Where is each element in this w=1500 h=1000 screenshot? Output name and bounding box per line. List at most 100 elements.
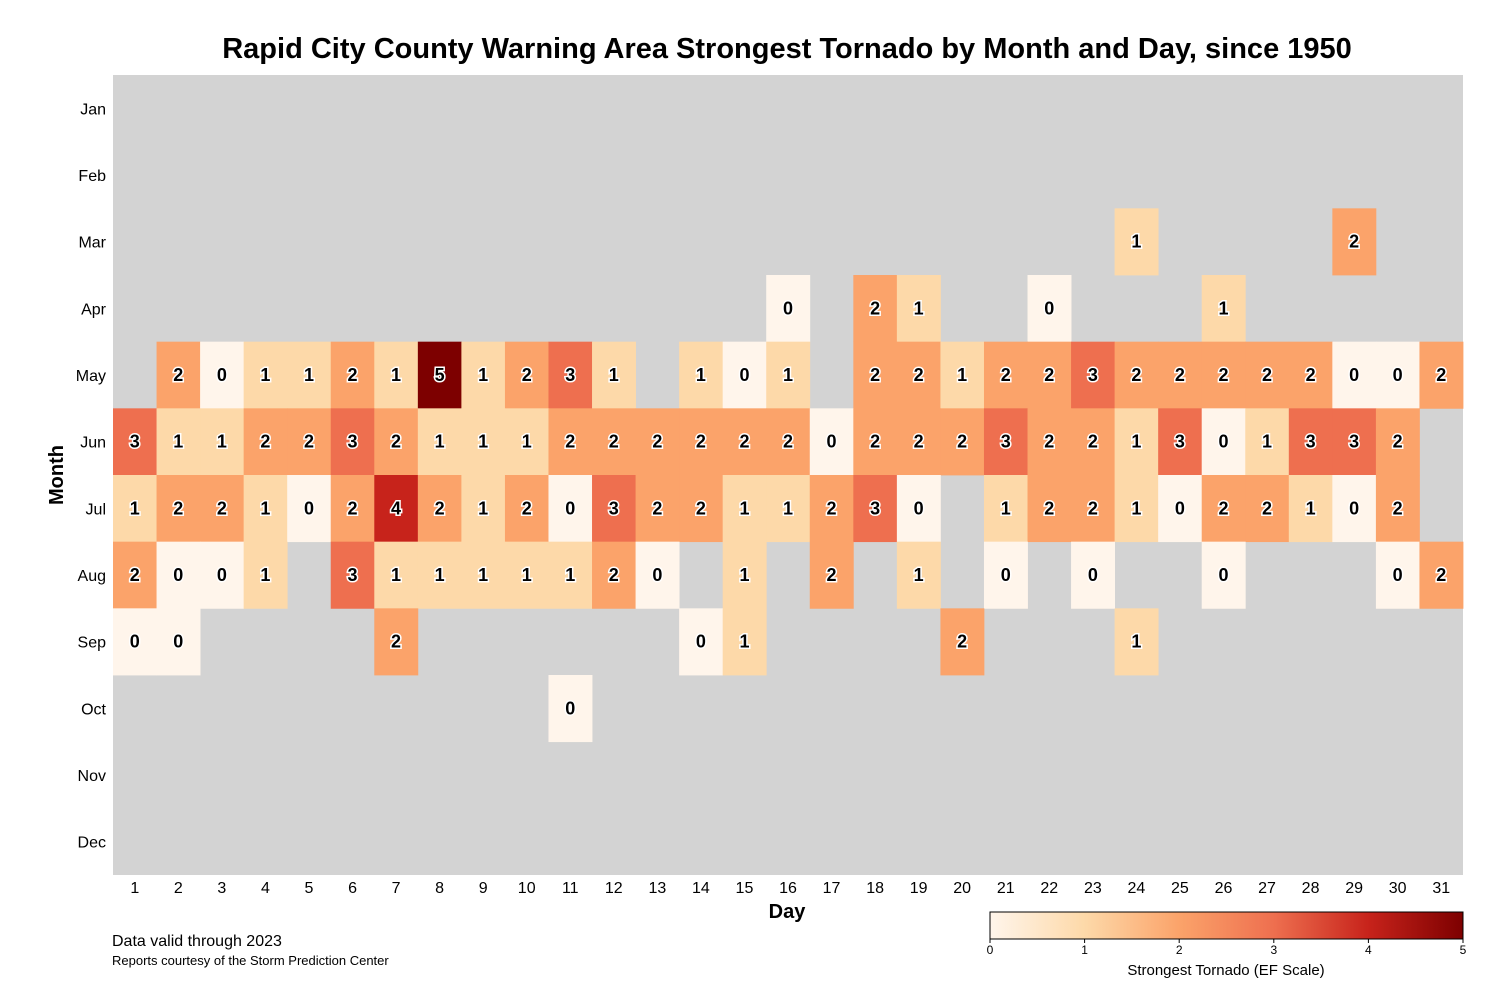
cell-value-label: 2 xyxy=(870,365,880,385)
heatmap-cell xyxy=(592,341,636,409)
cell-value-label: 1 xyxy=(783,365,793,385)
heatmap-cell xyxy=(722,608,767,676)
cell-value-label: 0 xyxy=(1218,432,1228,452)
heatmap-cell xyxy=(853,275,898,343)
cell-value-label: 1 xyxy=(478,365,488,385)
heatmap-cell xyxy=(1158,341,1203,409)
heatmap-cell xyxy=(461,408,506,476)
day-tick-label: 8 xyxy=(435,880,444,897)
month-tick-label: Jan xyxy=(80,101,106,118)
heatmap-cell xyxy=(417,341,462,409)
credit-note: Reports courtesy of the Storm Prediction… xyxy=(112,953,389,968)
cell-value-label: 1 xyxy=(391,565,401,585)
cell-value-label: 1 xyxy=(1306,498,1316,518)
heatmap-cell xyxy=(983,475,1028,543)
heatmap-cell xyxy=(156,541,201,609)
colorbar-tick-label: 3 xyxy=(1270,943,1277,957)
heatmap-cell xyxy=(113,408,157,476)
cell-value-label: 1 xyxy=(391,365,401,385)
heatmap-cell xyxy=(635,408,680,476)
heatmap-cell xyxy=(1245,475,1290,543)
heatmap-cell xyxy=(722,341,767,409)
day-tick-label: 14 xyxy=(692,880,710,897)
heatmap-cell xyxy=(548,675,593,743)
heatmap-cell xyxy=(200,541,245,609)
cell-value-label: 1 xyxy=(783,498,793,518)
heatmap-cell xyxy=(766,408,811,476)
heatmap-cell xyxy=(896,475,941,543)
heatmap-cell xyxy=(1027,475,1072,543)
cell-value-label: 2 xyxy=(914,365,924,385)
cell-value-label: 2 xyxy=(1175,365,1185,385)
cell-value-label: 1 xyxy=(522,565,532,585)
heatmap-cell xyxy=(374,475,419,543)
day-tick-label: 18 xyxy=(866,880,884,897)
cell-value-label: 2 xyxy=(957,432,967,452)
cell-value-label: 3 xyxy=(348,432,358,452)
day-tick-label: 17 xyxy=(823,880,841,897)
cell-value-label: 1 xyxy=(1131,232,1141,252)
cell-value-label: 0 xyxy=(304,498,314,518)
data-valid-note: Data valid through 2023 xyxy=(112,933,282,950)
heatmap-cell xyxy=(1158,475,1203,543)
heatmap-cell xyxy=(156,408,201,476)
heatmap-cell xyxy=(1071,408,1116,476)
cell-value-label: 2 xyxy=(957,632,967,652)
heatmap-cells: 1 2 0 2 1 0 1 2 0 1 1 2 1 5 1 2 3 1 1 0 1 2 2 1 2 2 3 2 2 2 2 2 0 0 2 3 1 1 2 2… xyxy=(113,208,1464,743)
day-tick-label: 16 xyxy=(779,880,797,897)
heatmap-cell xyxy=(548,341,593,409)
cell-value-label: 2 xyxy=(1044,498,1054,518)
cell-value-label: 2 xyxy=(739,432,749,452)
heatmap-cell xyxy=(548,475,593,543)
heatmap-cell xyxy=(1071,541,1116,609)
month-tick-label: Nov xyxy=(78,768,106,785)
heatmap-cell xyxy=(1114,608,1159,676)
cell-value-label: 2 xyxy=(173,498,183,518)
heatmap-cell xyxy=(1071,341,1116,409)
cell-value-label: 1 xyxy=(739,565,749,585)
heatmap-cell xyxy=(287,408,332,476)
heatmap-cell xyxy=(330,408,375,476)
day-tick-label: 11 xyxy=(562,880,579,897)
cell-value-label: 1 xyxy=(914,298,924,318)
heatmap-cell xyxy=(113,475,157,543)
heatmap-cell xyxy=(156,475,201,543)
colorbar-label: Strongest Tornado (EF Scale) xyxy=(1127,962,1324,979)
cell-value-label: 0 xyxy=(739,365,749,385)
heatmap-cell xyxy=(374,608,419,676)
cell-value-label: 2 xyxy=(1218,365,1228,385)
cell-value-label: 2 xyxy=(173,365,183,385)
x-axis-label: Day xyxy=(769,901,807,923)
heatmap-cell xyxy=(983,341,1028,409)
month-tick-label: Jul xyxy=(86,501,106,518)
cell-value-label: 0 xyxy=(1349,498,1359,518)
cell-value-label: 2 xyxy=(1436,565,1446,585)
cell-value-label: 2 xyxy=(1436,365,1446,385)
month-tick-labels: Jan Feb Mar Apr May Jun Jul Aug Sep Oct Nov Dec xyxy=(76,101,107,851)
cell-value-label: 2 xyxy=(652,432,662,452)
heatmap-cell xyxy=(374,341,419,409)
heatmap-cell xyxy=(461,541,506,609)
colorbar-tick-label: 1 xyxy=(1081,943,1088,957)
y-axis-label: Month xyxy=(46,445,68,505)
cell-value-label: 2 xyxy=(652,498,662,518)
day-tick-label: 12 xyxy=(605,880,623,897)
cell-value-label: 0 xyxy=(1349,365,1359,385)
day-tick-label: 28 xyxy=(1302,880,1320,897)
cell-value-label: 2 xyxy=(609,565,619,585)
heatmap-cell xyxy=(200,475,245,543)
heatmap-cell xyxy=(809,541,854,609)
heatmap-cell xyxy=(592,475,636,543)
cell-value-label: 0 xyxy=(130,632,140,652)
month-tick-label: Oct xyxy=(81,701,106,718)
heatmap-cell xyxy=(243,408,288,476)
cell-value-label: 2 xyxy=(1393,498,1403,518)
heatmap-cell xyxy=(417,408,462,476)
cell-value-label: 1 xyxy=(914,565,924,585)
heatmap-cell xyxy=(113,541,157,609)
heatmap-cell xyxy=(1201,341,1246,409)
cell-value-label: 1 xyxy=(1262,432,1272,452)
cell-value-label: 2 xyxy=(1131,365,1141,385)
cell-value-label: 3 xyxy=(1088,365,1098,385)
cell-value-label: 3 xyxy=(870,498,880,518)
